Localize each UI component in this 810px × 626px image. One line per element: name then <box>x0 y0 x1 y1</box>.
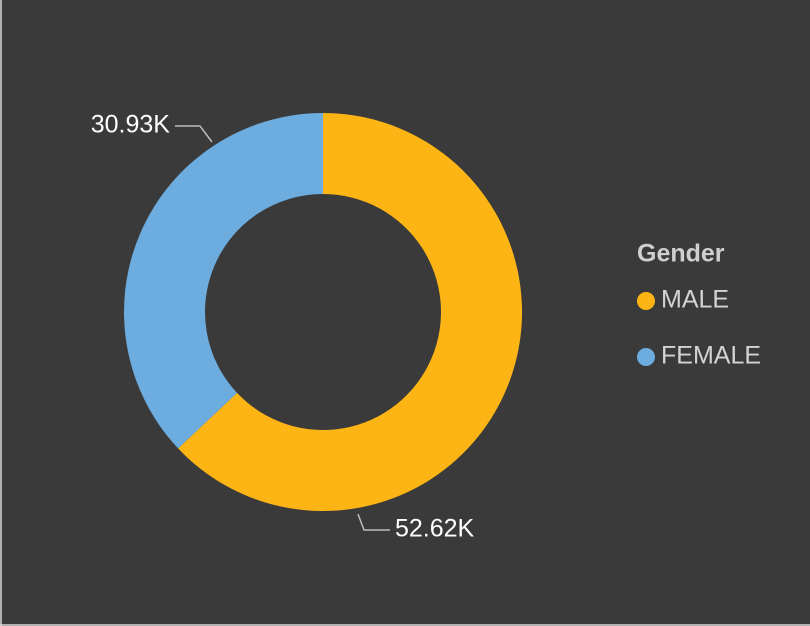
donut-slice <box>123 112 323 449</box>
legend-label: MALE <box>661 286 729 314</box>
legend-label: FEMALE <box>661 342 761 370</box>
legend-marker <box>637 348 655 366</box>
leader-line <box>357 513 390 531</box>
data-label: 52.62K <box>395 515 475 543</box>
data-label: 30.93K <box>91 111 171 139</box>
legend-marker <box>637 292 655 310</box>
donut-slice <box>178 113 523 511</box>
leader-line <box>175 125 213 143</box>
legend-title: Gender <box>637 240 725 268</box>
